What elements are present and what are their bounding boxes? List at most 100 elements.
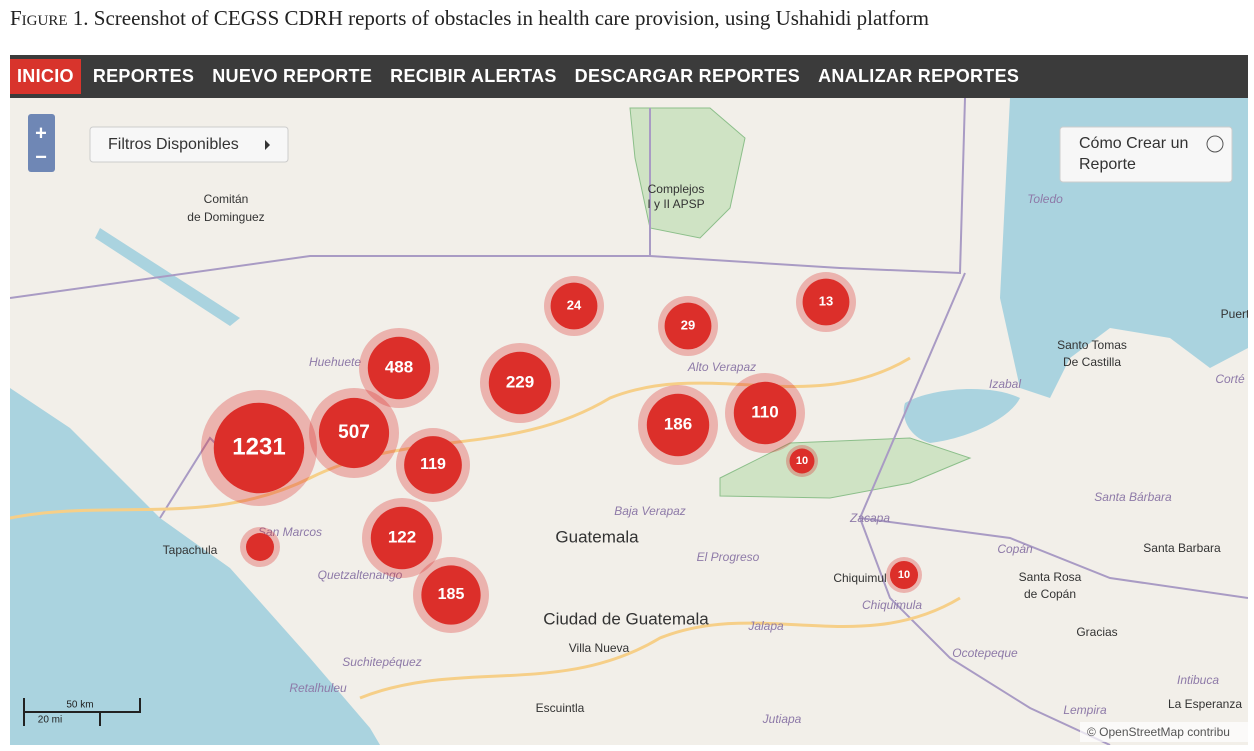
- cluster: [550, 282, 598, 330]
- place-label: La Esperanza: [1168, 697, 1242, 711]
- scale-km: 50 km: [66, 700, 93, 711]
- place-label: Copán: [997, 542, 1033, 556]
- place-label: Chiquimula: [862, 598, 922, 612]
- nav-bar: INICIO REPORTES NUEVO REPORTE RECIBIR ALERT…: [10, 55, 1248, 98]
- nav-item[interactable]: DESCARGAR REPORTES: [574, 66, 801, 86]
- place-label: de Copán: [1024, 587, 1076, 601]
- place-label: Santa Bárbara: [1094, 490, 1172, 504]
- place-label: El Progreso: [697, 550, 760, 564]
- cluster-count: 488: [385, 357, 413, 376]
- place-label: Alto Verapaz: [687, 360, 756, 374]
- cluster: [733, 381, 797, 445]
- place-label: De Castilla: [1063, 355, 1121, 369]
- zoom-control[interactable]: + −: [28, 114, 55, 172]
- caption-text: Screenshot of CEGSS CDRH reports of obst…: [93, 6, 929, 30]
- nav-item[interactable]: ANALIZAR REPORTES: [818, 66, 1020, 86]
- place-label: Ocotepeque: [952, 646, 1018, 660]
- pacific-ocean: [10, 388, 380, 745]
- filters-box: [89, 126, 289, 163]
- place-label: Baja Verapaz: [614, 504, 686, 518]
- place-label: I y II APSP: [647, 197, 704, 211]
- scale-lines: [23, 698, 141, 726]
- arrow: [265, 140, 270, 150]
- scale-bar: 50 km 20 mi: [23, 698, 141, 726]
- place-label: Izabal: [989, 377, 1021, 391]
- place-label: Intibuca: [1177, 673, 1219, 687]
- cluster-count: 13: [819, 293, 833, 308]
- cluster: [213, 402, 305, 494]
- cluster: [889, 560, 919, 590]
- cluster: [664, 302, 712, 350]
- zoom-in[interactable]: +: [35, 122, 47, 144]
- place-label: Tapachula: [163, 543, 218, 557]
- place-label: Santo Tomas: [1057, 338, 1127, 352]
- cluster-count: 29: [681, 317, 695, 332]
- help-icon: [1206, 135, 1224, 153]
- place-label: Quetzaltenango: [318, 568, 403, 582]
- cluster: [421, 565, 481, 625]
- cluster-count: 185: [438, 586, 465, 603]
- place-label: Santa Rosa: [1019, 570, 1082, 584]
- caption-label: Figure 1.: [10, 6, 89, 30]
- howto-line[interactable]: Reporte: [1079, 156, 1136, 173]
- lake: [95, 228, 240, 326]
- filters-button[interactable]: Filtros Disponibles: [89, 126, 289, 163]
- place-label: Comitán: [204, 192, 249, 206]
- clusters: 1231 507 488 229 24 29 13 119 186 110 10 122 185 10: [201, 272, 922, 633]
- place-label: Jutiapa: [762, 712, 802, 726]
- cluster-count: 229: [506, 372, 534, 391]
- cluster-count: 186: [664, 414, 692, 433]
- cluster: [646, 393, 710, 457]
- zoom-box: [28, 114, 55, 172]
- howto-box: [1059, 126, 1233, 183]
- place-label: Toledo: [1027, 192, 1063, 206]
- cluster-count: 122: [388, 527, 416, 546]
- place-label: Ciudad de Guatemala: [543, 609, 709, 628]
- cluster-count: 119: [420, 456, 446, 473]
- place-label: Suchitepéquez: [342, 655, 421, 669]
- cluster-count: 10: [796, 455, 808, 467]
- border: [10, 98, 1248, 745]
- place-label: Retalhuleu: [289, 681, 347, 695]
- place-label: Complejos: [648, 182, 705, 196]
- cluster: [318, 397, 390, 469]
- cluster: [370, 506, 434, 570]
- scale-mi: 20 mi: [38, 715, 62, 726]
- place-label: Santa Barbara: [1143, 541, 1221, 555]
- place-label: de Dominguez: [187, 210, 264, 224]
- place-label: Lempira: [1063, 703, 1107, 717]
- place-label: Puert: [1221, 307, 1248, 321]
- nav-item[interactable]: NUEVO REPORTE: [212, 66, 373, 86]
- filters-label[interactable]: Filtros Disponibles: [108, 136, 239, 153]
- cluster-count: 24: [567, 297, 582, 312]
- howto-line[interactable]: Cómo Crear un: [1079, 135, 1188, 152]
- place-label: Zacapa: [849, 511, 890, 525]
- zoom-out[interactable]: −: [35, 146, 47, 168]
- nav-item[interactable]: RECIBIR ALERTAS: [390, 66, 557, 86]
- attribution-box: [1080, 722, 1248, 742]
- place-label: San Marcos: [258, 525, 322, 539]
- cluster-count: 110: [751, 402, 778, 421]
- park: [629, 107, 746, 239]
- howto-button[interactable]: Cómo Crear un Reporte: [1059, 126, 1233, 183]
- place-label: Escuintla: [536, 701, 585, 715]
- place-label: Huehuete: [309, 355, 361, 369]
- nav-item[interactable]: INICIO: [10, 59, 81, 94]
- cluster: [802, 278, 850, 326]
- nav-item[interactable]: REPORTES: [92, 66, 195, 86]
- cluster-count: 10: [898, 569, 910, 581]
- cluster-count: 507: [338, 422, 370, 443]
- cluster: [367, 336, 431, 400]
- place-label: Jalapa: [747, 619, 784, 633]
- place-label: Villa Nueva: [569, 641, 630, 655]
- cluster: [246, 533, 274, 561]
- figure-caption: Figure 1. Screenshot of CEGSS CDRH repor…: [10, 6, 929, 31]
- place-label: Guatemala: [555, 527, 639, 546]
- place-label: Gracias: [1076, 625, 1117, 639]
- park: [719, 437, 972, 499]
- place-label: Chiquimul: [833, 571, 886, 585]
- attribution: © OpenStreetMap contribu: [1087, 725, 1230, 739]
